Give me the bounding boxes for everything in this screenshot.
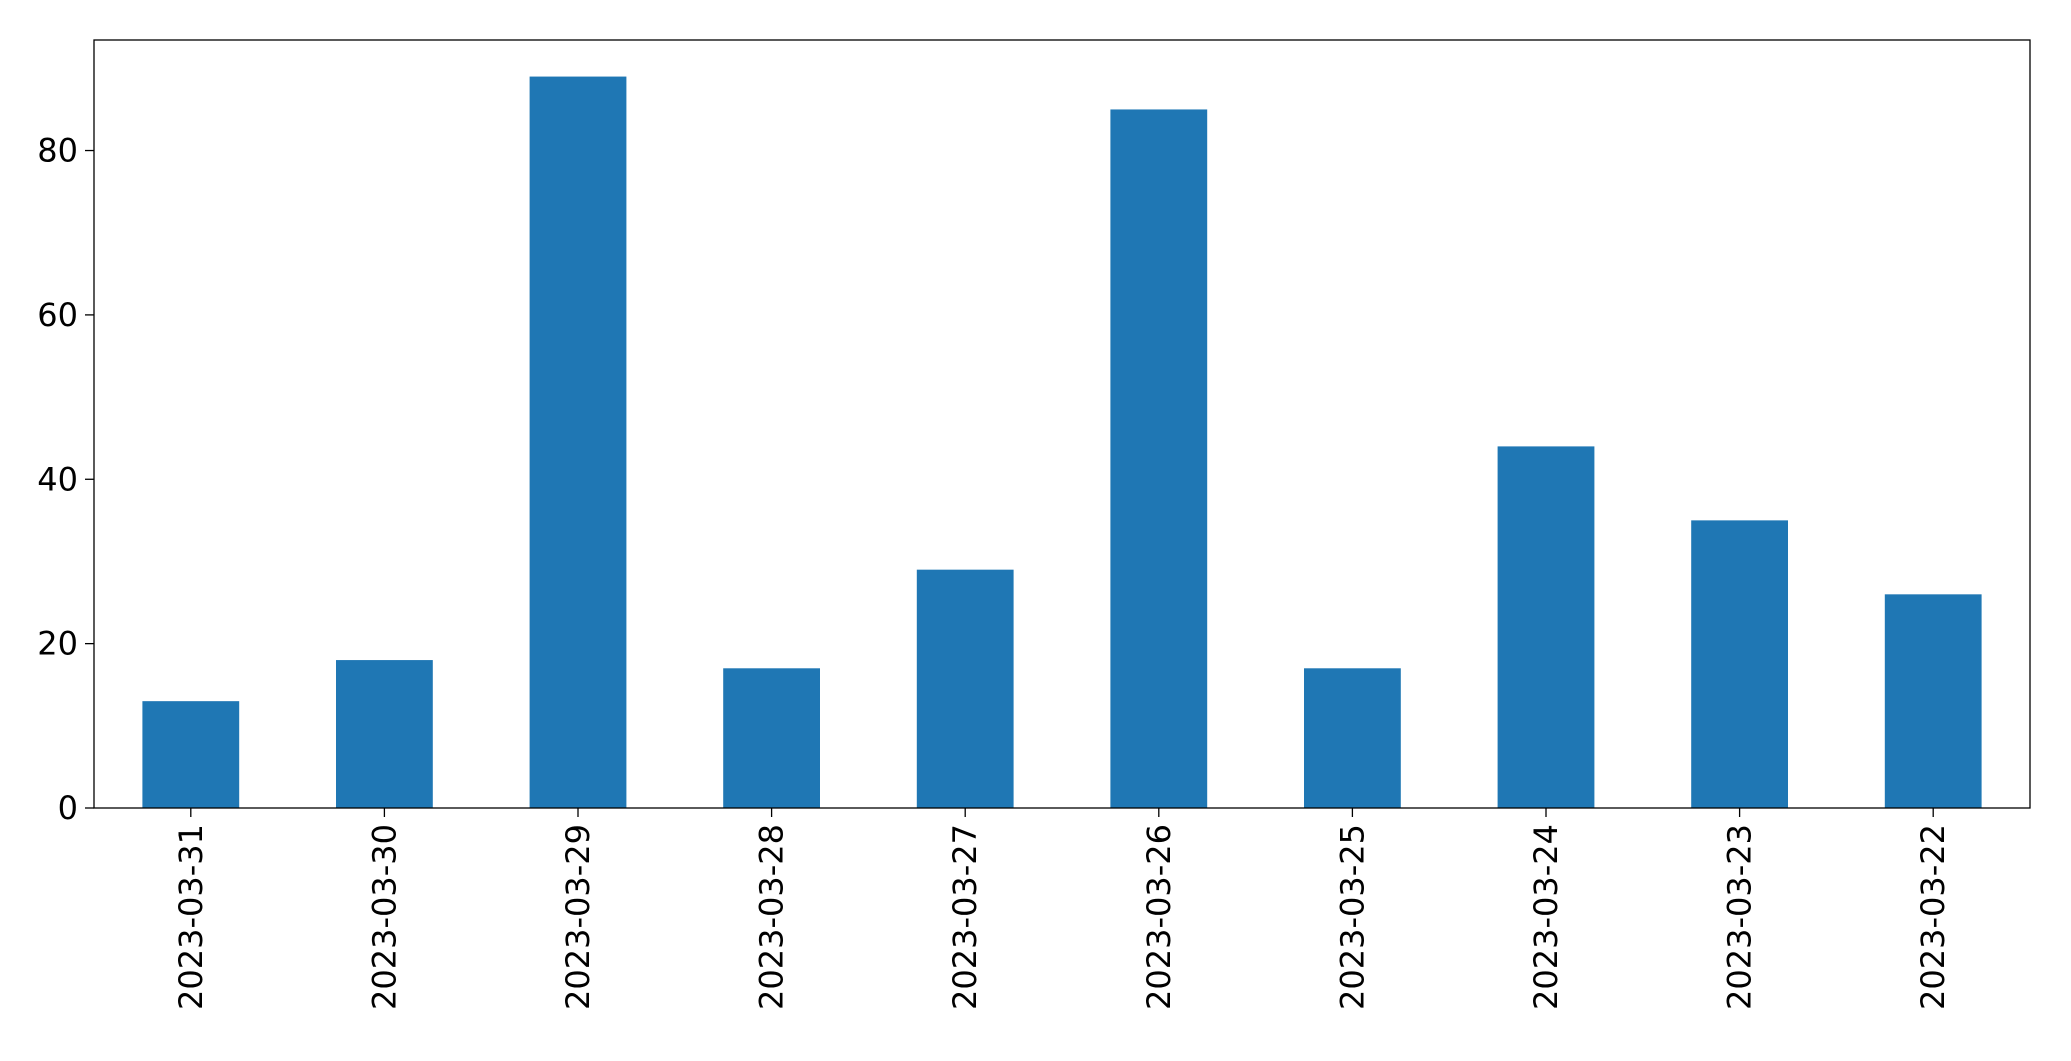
x-tick-label: 2023-03-24 — [1527, 824, 1565, 1010]
x-tick-label: 2023-03-31 — [172, 824, 210, 1010]
x-tick-label: 2023-03-22 — [1914, 824, 1952, 1010]
plot-frame — [93, 39, 2031, 809]
x-tick-label: 2023-03-27 — [946, 824, 984, 1010]
bar — [723, 668, 820, 808]
x-tick-label: 2023-03-30 — [365, 824, 403, 1010]
bar — [336, 660, 433, 808]
bar — [1884, 594, 1982, 808]
y-tick-label: 60 — [37, 296, 78, 334]
y-tick-label: 20 — [37, 625, 78, 663]
y-tick-label: 80 — [37, 132, 78, 170]
bar — [916, 569, 1014, 808]
bar — [142, 701, 240, 808]
y-tick-label: 0 — [58, 789, 78, 827]
x-tick-label: 2023-03-28 — [753, 824, 791, 1010]
bar — [1497, 446, 1595, 808]
x-tick-label: 2023-03-25 — [1333, 824, 1371, 1010]
bar — [1304, 668, 1401, 808]
bar — [1110, 109, 1208, 808]
x-tick-label: 2023-03-26 — [1140, 824, 1178, 1010]
bar — [1691, 520, 1788, 808]
y-tick-label: 40 — [37, 460, 78, 498]
x-tick-label: 2023-03-29 — [559, 824, 597, 1010]
bar — [529, 76, 627, 809]
x-tick-label: 2023-03-23 — [1721, 824, 1759, 1010]
